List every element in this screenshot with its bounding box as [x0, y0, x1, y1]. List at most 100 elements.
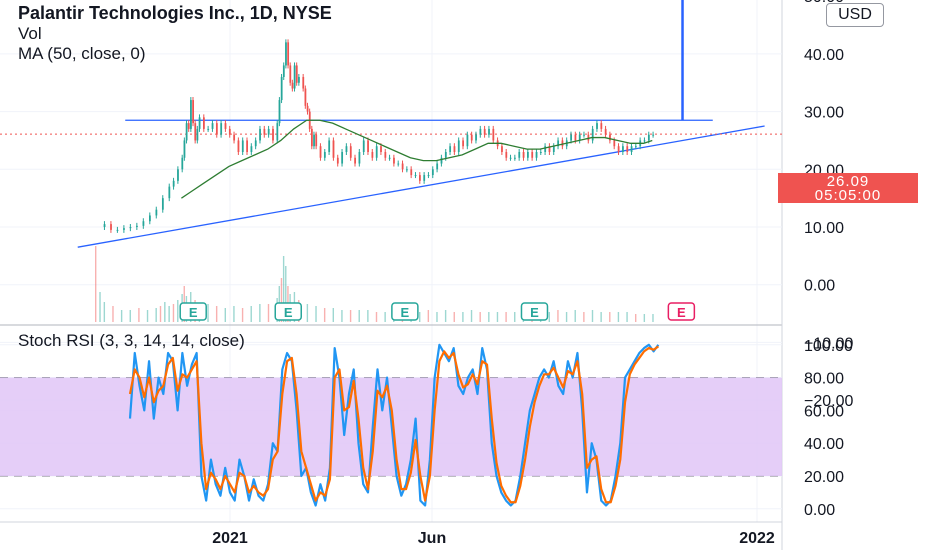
candle-body	[380, 146, 382, 152]
candle-body	[414, 175, 417, 177]
volume-bar	[600, 312, 602, 322]
candle-body	[192, 100, 194, 124]
volume-bar	[224, 308, 226, 322]
candle-body	[643, 140, 646, 142]
time-axis[interactable]: 2021 Jun 2022	[212, 530, 775, 547]
candle-body	[613, 140, 616, 147]
volume-bar	[282, 256, 285, 322]
bar-countdown: 05:05:00	[814, 187, 882, 204]
candle-body	[548, 146, 551, 152]
candle-body	[449, 146, 452, 152]
support-trendline	[77, 125, 765, 248]
volume-bar	[155, 308, 157, 322]
price-tick-label: 10.00	[804, 220, 844, 237]
candle-body	[181, 157, 184, 170]
earnings-marker-label: E	[530, 305, 539, 320]
candle-body	[527, 151, 529, 158]
candle-body	[393, 157, 395, 164]
volume-bar	[280, 278, 283, 322]
volume-bar	[609, 312, 611, 322]
volume-bar	[462, 312, 464, 322]
candle-body	[263, 128, 266, 135]
volume-bar	[267, 304, 270, 322]
candle-body	[457, 140, 460, 152]
candle-body	[388, 157, 391, 159]
candle-body	[531, 151, 534, 158]
candle-body	[207, 128, 210, 130]
candle-body	[561, 140, 564, 147]
candle-body	[291, 82, 294, 89]
candle-body	[306, 105, 309, 112]
candle-body	[295, 65, 298, 83]
candle-body	[136, 225, 138, 227]
candle-body	[453, 146, 456, 152]
candle-body	[626, 146, 629, 152]
currency-selector[interactable]: USD	[826, 3, 884, 27]
earnings-marker	[179, 302, 207, 321]
volume-bar	[514, 312, 516, 322]
candle-body	[250, 146, 253, 152]
candle-body	[410, 169, 413, 176]
volume-bar	[496, 312, 499, 322]
price-tick-label: 0.00	[804, 278, 835, 295]
volume-bar	[349, 310, 352, 322]
candle-body	[501, 146, 503, 152]
volume-bar	[159, 306, 162, 322]
candle-body	[488, 128, 490, 135]
candle-body	[509, 157, 512, 159]
volume-bar	[120, 310, 123, 322]
earnings-marker	[391, 302, 419, 321]
symbol-title[interactable]: Palantir Technologies Inc., 1D, NYSE	[18, 3, 332, 23]
last-price-value: 26.09	[826, 173, 870, 190]
candle-body	[647, 134, 650, 141]
candle-body	[211, 123, 214, 129]
candle-body	[444, 151, 447, 158]
candle-body	[406, 169, 408, 171]
candle-body	[466, 134, 469, 147]
volume-bar	[112, 306, 114, 322]
candle-body	[423, 175, 426, 181]
volume-bar	[635, 314, 637, 322]
price-axis[interactable]: 80.0070.0060.0050.0040.0030.0020.0010.00…	[804, 0, 853, 519]
stoch-d-line	[128, 345, 659, 504]
candle-body	[617, 146, 620, 152]
volume-bar	[332, 308, 334, 322]
candle-body	[289, 65, 292, 83]
ma-legend[interactable]: MA (50, close, 0)	[18, 44, 146, 63]
candle-body	[604, 128, 607, 135]
ma-50-line	[181, 119, 653, 199]
volume-bar	[488, 312, 490, 322]
candle-body	[246, 140, 248, 152]
candle-body	[462, 140, 464, 147]
candle-body	[419, 175, 421, 181]
candle-body	[285, 42, 287, 66]
trend-drawings[interactable]	[0, 0, 782, 248]
volume-bar	[285, 266, 287, 322]
stoch-tick-label: 80.00	[804, 371, 844, 388]
earnings-marker-label: E	[284, 305, 293, 320]
candle-body	[349, 146, 352, 158]
volume-bar	[146, 310, 149, 322]
candle-body	[103, 224, 106, 227]
time-tick-label: 2022	[739, 530, 775, 547]
candle-body	[570, 134, 572, 141]
candle-body	[278, 100, 281, 124]
earnings-marker	[274, 302, 302, 321]
candle-body	[267, 128, 270, 135]
candle-body	[220, 123, 223, 135]
time-tick-label: 2021	[212, 530, 248, 547]
candle-body	[190, 100, 192, 129]
candle-body	[183, 140, 186, 158]
stoch-tick-label: 40.00	[804, 436, 844, 453]
volume-bar	[453, 312, 455, 322]
candle-body	[168, 186, 171, 199]
candle-body	[635, 146, 637, 148]
volume-bar	[583, 312, 585, 322]
earnings-marker	[520, 302, 549, 321]
volume-legend[interactable]: Vol	[18, 24, 42, 43]
volume-bar	[470, 310, 473, 322]
volume-bar	[548, 312, 550, 322]
stoch-rsi-legend[interactable]: Stoch RSI (3, 3, 14, 14, close)	[18, 331, 245, 350]
